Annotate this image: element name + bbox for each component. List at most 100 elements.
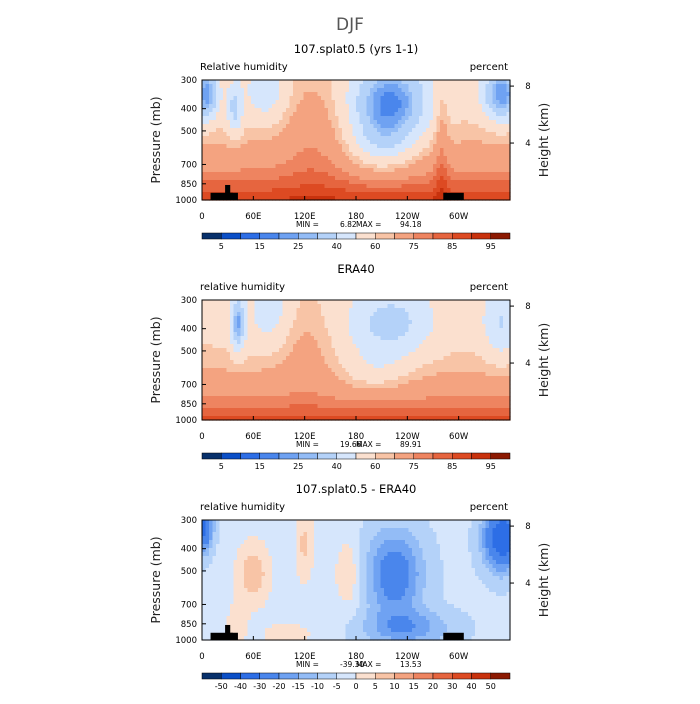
field-cell <box>437 100 441 105</box>
field-cell <box>269 344 273 349</box>
field-cell <box>300 340 304 345</box>
colorbar-swatch <box>221 233 240 239</box>
field-cell <box>213 380 217 385</box>
field-cell <box>430 132 434 137</box>
field-cell <box>209 160 213 165</box>
field-cell <box>283 144 287 149</box>
field-cell <box>311 84 315 89</box>
field-cell <box>398 120 402 125</box>
field-cell <box>489 156 493 161</box>
field-cell <box>248 388 252 393</box>
field-cell <box>269 364 273 369</box>
field-cell <box>412 304 416 309</box>
field-cell <box>304 176 308 181</box>
field-cell <box>374 372 378 377</box>
field-cell <box>255 336 259 341</box>
field-cell <box>339 388 343 393</box>
field-cell <box>479 396 483 401</box>
field-cell <box>276 372 280 377</box>
field-cell <box>258 316 262 321</box>
field-cell <box>479 180 483 185</box>
field-cell <box>286 308 290 313</box>
field-cell <box>209 348 213 353</box>
field-cell <box>293 188 297 193</box>
field-cell <box>489 380 493 385</box>
field-cell <box>220 332 224 337</box>
field-cell <box>213 300 217 305</box>
field-cell <box>402 312 406 317</box>
field-cell <box>405 172 409 177</box>
field-cell <box>255 188 259 193</box>
field-cell <box>335 132 339 137</box>
field-cell <box>458 156 462 161</box>
figure-title: DJF <box>336 15 364 35</box>
field-cell <box>276 88 280 93</box>
field-cell <box>272 96 276 101</box>
field-cell <box>461 180 465 185</box>
field-cell <box>209 372 213 377</box>
field-cell <box>227 104 231 109</box>
field-cell <box>430 176 434 181</box>
field-cell <box>237 332 241 337</box>
field-cell <box>482 124 486 129</box>
field-cell <box>279 172 283 177</box>
field-cell <box>223 136 227 141</box>
field-cell <box>486 380 490 385</box>
field-cell <box>269 372 273 377</box>
field-cell <box>388 396 392 401</box>
field-cell <box>286 392 290 397</box>
field-cell <box>269 320 273 325</box>
field-cell <box>339 120 343 125</box>
field-cell <box>444 164 448 169</box>
field-cell <box>475 96 479 101</box>
field-cell <box>255 316 259 321</box>
field-cell <box>206 364 210 369</box>
field-cell <box>447 180 451 185</box>
field-cell <box>265 156 269 161</box>
field-cell <box>293 180 297 185</box>
field-cell <box>419 360 423 365</box>
field-cell <box>472 372 476 377</box>
field-cell <box>482 132 486 137</box>
field-cell <box>356 176 360 181</box>
field-cell <box>272 84 276 89</box>
field-cell <box>440 392 444 397</box>
field-cell <box>237 124 241 129</box>
field-cell <box>209 84 213 89</box>
field-cell <box>209 148 213 153</box>
field-cell <box>206 352 210 357</box>
panel-left-label: Relative humidity <box>200 62 288 73</box>
field-cell <box>349 112 353 117</box>
field-cell <box>346 340 350 345</box>
field-cell <box>426 144 430 149</box>
field-cell <box>276 112 280 117</box>
field-cell <box>451 156 455 161</box>
field-cell <box>262 320 266 325</box>
field-cell <box>409 164 413 169</box>
field-cell <box>321 332 325 337</box>
field-cell <box>223 312 227 317</box>
field-cell <box>223 96 227 101</box>
field-cell <box>216 120 220 125</box>
field-cell <box>465 396 469 401</box>
field-cell <box>223 388 227 393</box>
field-cell <box>325 80 329 85</box>
field-cell <box>391 184 395 189</box>
field-cell <box>251 388 255 393</box>
field-cell <box>482 376 486 381</box>
field-cell <box>346 364 350 369</box>
field-cell <box>342 80 346 85</box>
field-cell <box>255 304 259 309</box>
field-cell <box>367 344 371 349</box>
field-cell <box>244 160 248 165</box>
field-cell <box>244 308 248 313</box>
field-cell <box>269 352 273 357</box>
field-cell <box>272 144 276 149</box>
field-cell <box>293 104 297 109</box>
field-cell <box>297 340 301 345</box>
field-cell <box>503 192 507 197</box>
field-cell <box>311 396 315 401</box>
field-cell <box>472 188 476 193</box>
field-cell <box>304 148 308 153</box>
field-cell <box>244 96 248 101</box>
